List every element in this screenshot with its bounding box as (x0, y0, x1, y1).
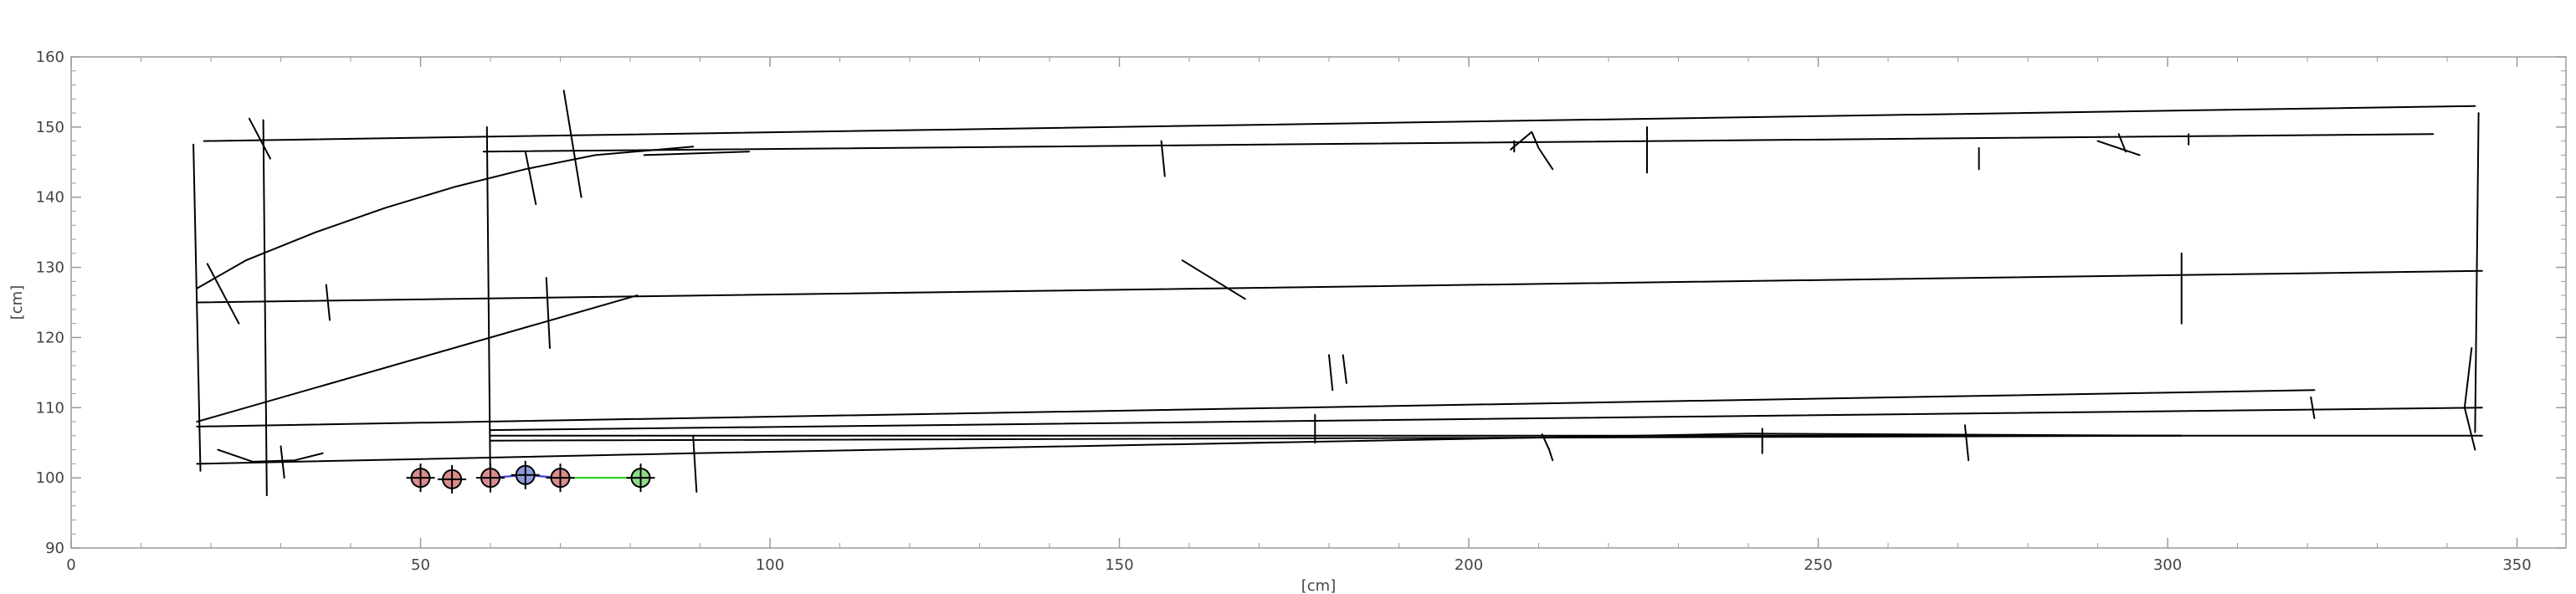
series-line (490, 434, 2183, 442)
series-line (262, 119, 268, 497)
series-line (1541, 433, 1554, 462)
series-line (545, 277, 551, 349)
series-line (192, 143, 202, 472)
series-line (2310, 396, 2316, 419)
series-line (196, 389, 2316, 428)
marker-layer (406, 460, 655, 494)
y-tick-label: 100 (36, 469, 64, 487)
series-line (524, 151, 537, 206)
y-tick-label: 150 (36, 119, 64, 136)
marker-point (626, 463, 655, 493)
tick-marks (70, 56, 2566, 549)
x-tick-label: 200 (1455, 556, 1483, 574)
series-line (485, 125, 491, 493)
y-tick-label: 120 (36, 329, 64, 346)
series-line (1328, 354, 1334, 392)
series-line (196, 294, 639, 423)
y-tick-label: 160 (36, 49, 64, 66)
series-line (1510, 131, 1554, 171)
series-line (2474, 112, 2480, 433)
series-line (643, 151, 750, 156)
marker-point (406, 463, 435, 493)
plot-frame (70, 56, 2567, 549)
x-tick-label: 0 (66, 556, 75, 574)
x-tick-label: 300 (2153, 556, 2182, 574)
marker-point (476, 463, 505, 493)
series-line (203, 105, 2476, 142)
x-tick-label: 50 (411, 556, 430, 574)
marker-point (546, 463, 575, 493)
plot-border (70, 56, 2567, 549)
series-line (248, 117, 271, 160)
series-line (1181, 259, 1246, 300)
series-layer (192, 90, 2483, 497)
series-line (2463, 347, 2476, 451)
series-line (482, 133, 2435, 153)
series-line (1963, 424, 1970, 462)
y-tick-label: 110 (36, 399, 64, 417)
series-line (217, 448, 324, 463)
series-line (196, 269, 2483, 304)
x-tick-label: 150 (1105, 556, 1133, 574)
series-line (280, 445, 285, 479)
y-tick-label: 130 (36, 259, 64, 277)
tick-labels: 0 50 100 150 200 250 300 350 90 100 110 120 130 140 15… (36, 49, 2532, 574)
series-line (490, 407, 2483, 432)
series-line (1342, 354, 1347, 384)
series-line (562, 90, 582, 198)
series-line (1160, 140, 1166, 177)
y-axis-label: [cm] (8, 285, 26, 320)
x-tick-label: 350 (2502, 556, 2531, 574)
x-tick-label: 250 (1804, 556, 1832, 574)
series-line (692, 434, 698, 493)
marker-point (438, 464, 467, 494)
y-tick-label: 90 (45, 540, 64, 557)
series-line (2096, 140, 2141, 156)
series-line (325, 284, 331, 321)
series-line (2117, 133, 2127, 153)
x-axis-label: [cm] (1301, 577, 1336, 594)
series-line (206, 263, 240, 325)
x-tick-label: 100 (756, 556, 784, 574)
y-tick-label: 140 (36, 189, 64, 207)
series-line (196, 433, 2183, 465)
series-line (196, 146, 695, 289)
marker-point (511, 460, 540, 489)
